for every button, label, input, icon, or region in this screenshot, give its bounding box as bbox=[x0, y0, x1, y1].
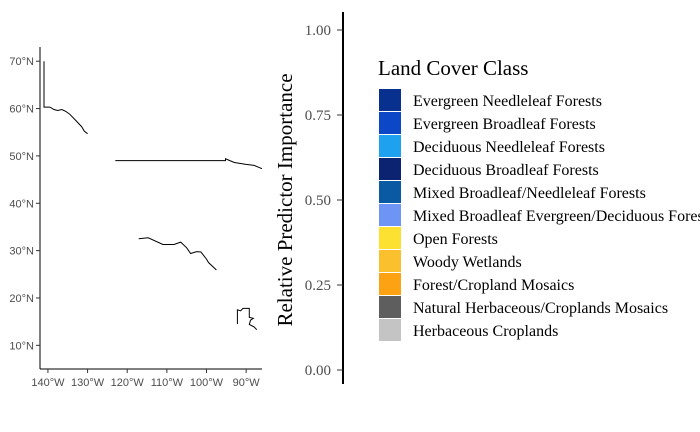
map-y-tick-label: 50°N bbox=[9, 151, 34, 163]
legend-title: Land Cover Class bbox=[378, 56, 528, 80]
map-x-tick-label: 100°W bbox=[190, 377, 224, 389]
legend-swatch bbox=[379, 273, 401, 295]
boundary-line bbox=[236, 307, 258, 331]
importance-y-tick-label: 1.00 bbox=[305, 23, 331, 39]
legend-swatch bbox=[379, 135, 401, 157]
legend-label: Mixed Broadleaf Evergreen/Deciduous Fore… bbox=[413, 208, 700, 225]
legend-swatch bbox=[379, 181, 401, 203]
legend-swatch bbox=[379, 158, 401, 180]
legend-label: Herbaceous Croplands bbox=[413, 323, 558, 340]
legend-swatch bbox=[379, 112, 401, 134]
legend-label: Evergreen Broadleaf Forests bbox=[413, 116, 596, 133]
map-y-tick-label: 10°N bbox=[9, 340, 34, 352]
importance-panel: Relative Predictor Importance 0.000.250.… bbox=[273, 12, 344, 384]
legend-label: Mixed Broadleaf/Needleleaf Forests bbox=[413, 185, 646, 202]
map-x-ticks: 140°W 130°W 120°W 110°W 100°W 90°W bbox=[31, 369, 260, 389]
map-x-tick-label: 130°W bbox=[71, 377, 105, 389]
importance-y-ticks: 0.00 0.25 0.50 0.75 1.00 bbox=[305, 23, 343, 379]
importance-y-tick-label: 0.25 bbox=[305, 278, 331, 294]
legend-label: Deciduous Broadleaf Forests bbox=[413, 162, 599, 179]
map-y-ticks: 70°N 60°N 50°N 40°N 30°N 20°N 10°N bbox=[9, 56, 40, 352]
map-boundary-lines bbox=[43, 61, 263, 331]
legend-items: Evergreen Needleleaf Forests Evergreen Br… bbox=[379, 89, 700, 341]
legend-label: Deciduous Needleleaf Forests bbox=[413, 139, 605, 156]
map-y-tick-label: 70°N bbox=[9, 56, 34, 68]
map-y-tick-label: 60°N bbox=[9, 104, 34, 116]
boundary-line bbox=[43, 61, 88, 135]
importance-y-tick-label: 0.75 bbox=[305, 108, 331, 124]
importance-y-tick-label: 0.00 bbox=[305, 363, 331, 379]
map-x-tick-label: 90°W bbox=[233, 377, 261, 389]
map-y-tick-label: 20°N bbox=[9, 293, 34, 305]
importance-y-tick-label: 0.50 bbox=[305, 193, 331, 209]
legend-swatch bbox=[379, 250, 401, 272]
map-x-tick-label: 120°W bbox=[111, 377, 145, 389]
legend-swatch bbox=[379, 204, 401, 226]
legend-label: Open Forests bbox=[413, 231, 498, 248]
map-x-tick-label: 140°W bbox=[31, 377, 65, 389]
legend-label: Natural Herbaceous/Croplands Mosaics bbox=[413, 300, 668, 317]
legend-label: Woody Wetlands bbox=[413, 254, 522, 271]
legend-swatch bbox=[379, 296, 401, 318]
legend-label: Forest/Cropland Mosaics bbox=[413, 277, 574, 294]
legend-swatch bbox=[379, 227, 401, 249]
legend-label: Evergreen Needleleaf Forests bbox=[413, 93, 602, 110]
map-y-tick-label: 40°N bbox=[9, 198, 34, 210]
legend: Land Cover Class Evergreen Needleleaf Fo… bbox=[378, 56, 700, 341]
map-x-tick-label: 110°W bbox=[151, 377, 184, 389]
legend-swatch bbox=[379, 319, 401, 341]
legend-swatch bbox=[379, 89, 401, 111]
map-panel: 70°N60°N50°N40°N30°N20°N10°N 140°W 130°W 1… bbox=[9, 47, 263, 389]
importance-y-axis-label: Relative Predictor Importance bbox=[273, 73, 297, 326]
boundary-line bbox=[138, 237, 217, 271]
boundary-line bbox=[115, 158, 263, 170]
map-y-tick-label: 30°N bbox=[9, 246, 34, 258]
